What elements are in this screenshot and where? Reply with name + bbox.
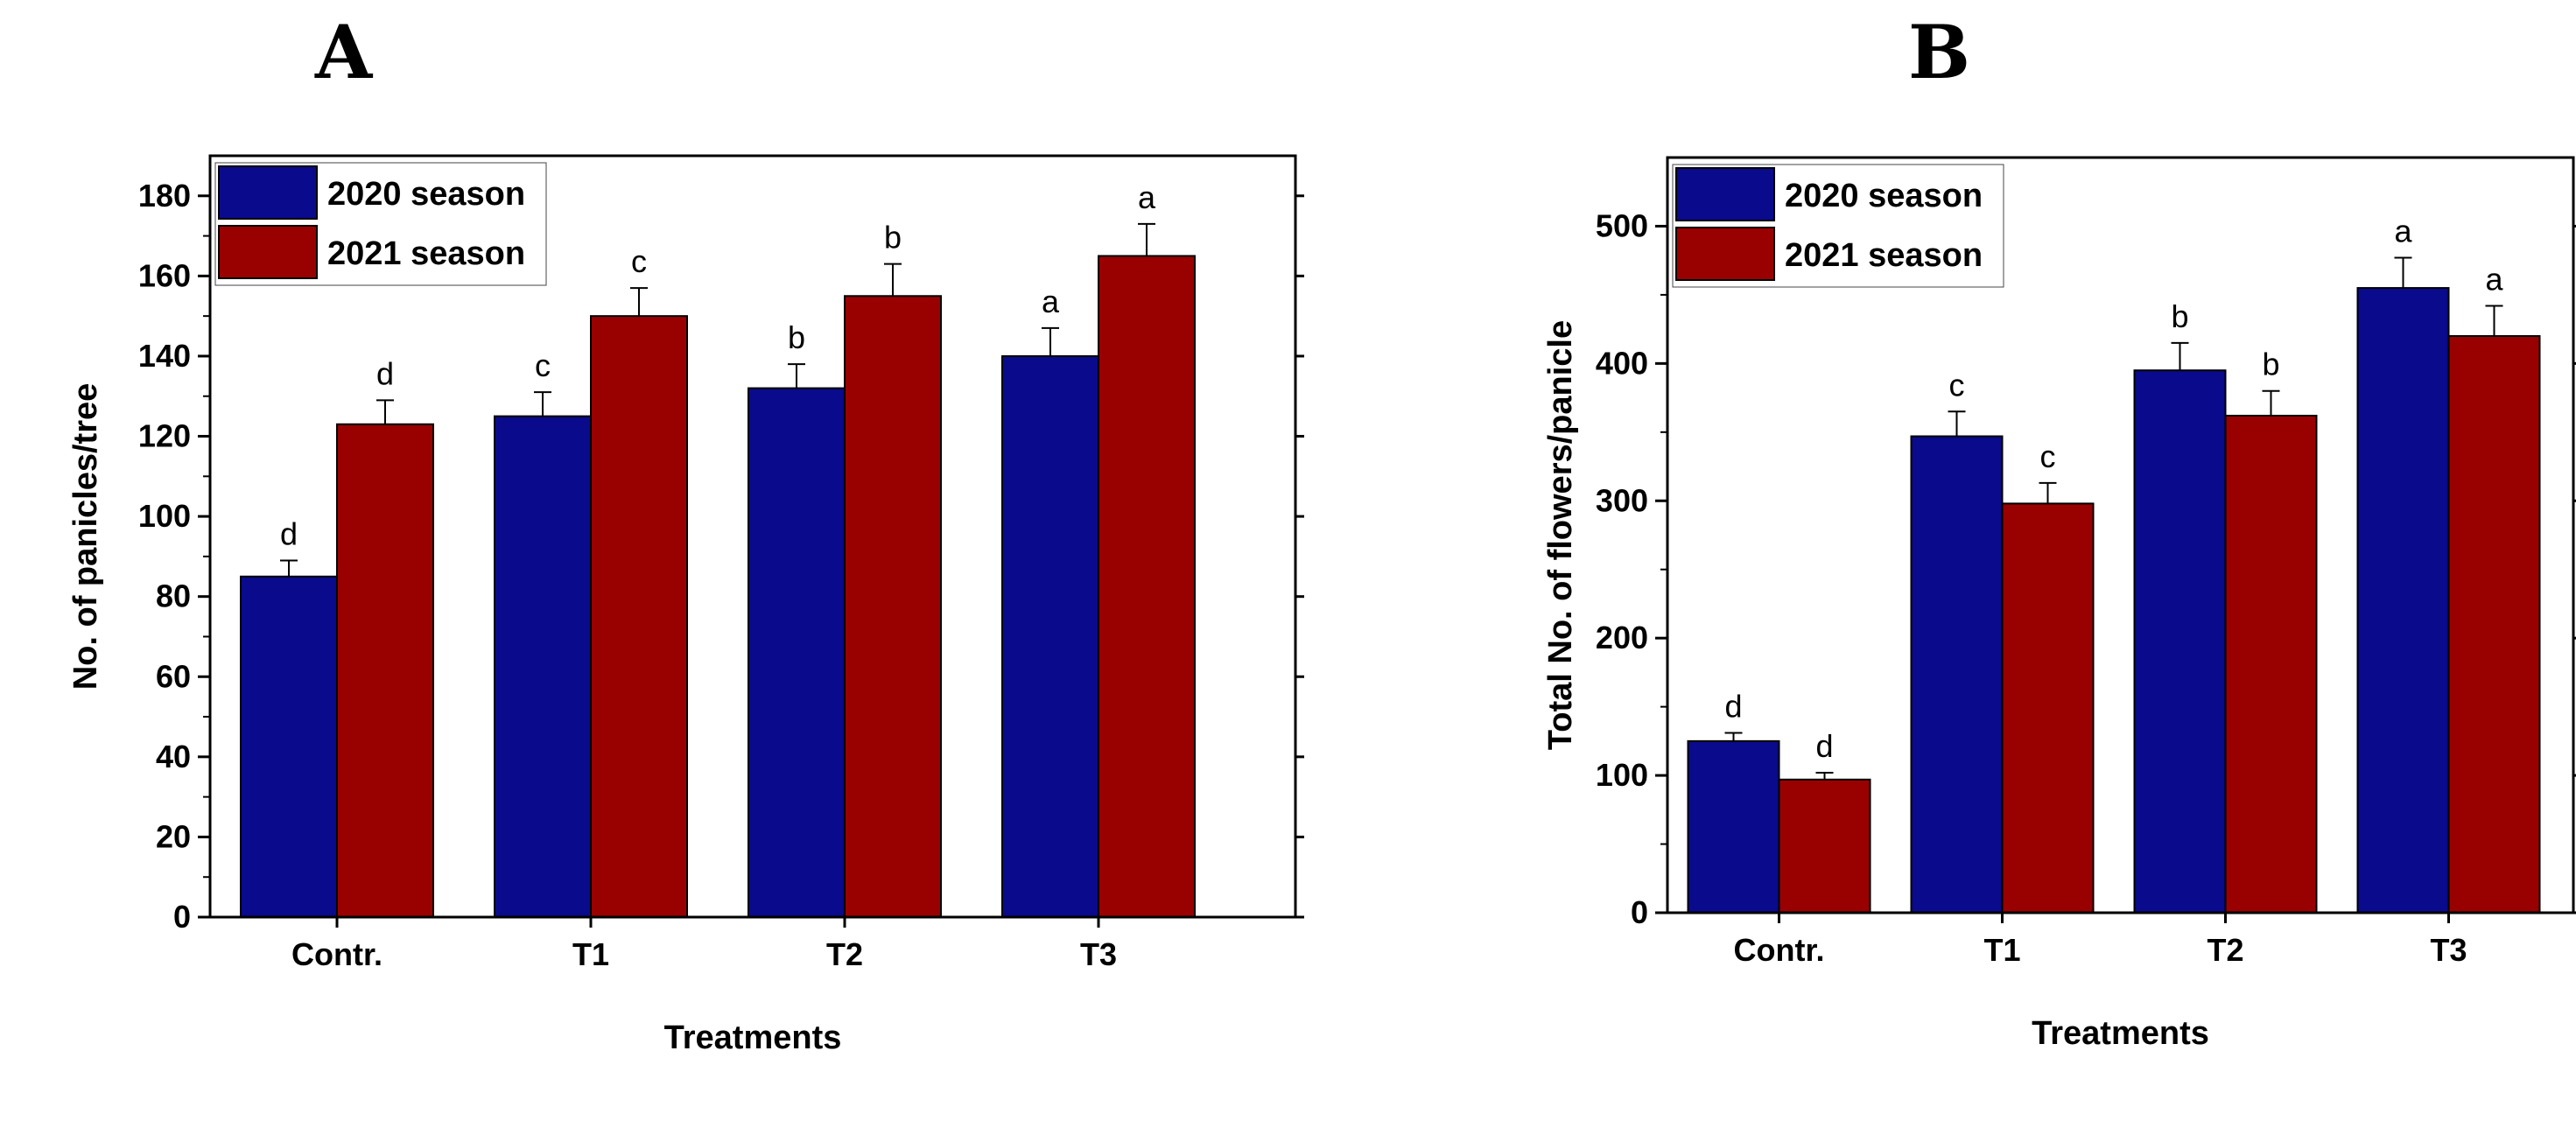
legend-label: 2021 season <box>327 235 525 272</box>
x-tick-label: T2 <box>2207 932 2243 968</box>
bar <box>336 423 434 918</box>
x-tick-label: T1 <box>572 936 609 972</box>
y-axis-title: Total No. of flowers/panicle <box>1542 320 1579 750</box>
bar <box>1687 739 1780 914</box>
x-tick-label: T3 <box>2430 932 2467 968</box>
y-tick-label: 40 <box>156 739 191 774</box>
y-axis-title: No. of panicles/tree <box>67 383 104 690</box>
y-tick-label: 200 <box>1596 620 1648 655</box>
bar <box>1910 435 2004 914</box>
y-tick-label: 100 <box>1596 757 1648 793</box>
legend-label: 2020 season <box>1785 178 1983 214</box>
panel-label-a: A <box>315 9 373 95</box>
bar <box>2133 369 2227 914</box>
y-tick-label: 300 <box>1596 482 1648 518</box>
significance-label: d <box>376 355 394 391</box>
significance-label: c <box>2040 438 2056 474</box>
bar <box>590 315 688 918</box>
y-tick-label: 80 <box>156 578 191 614</box>
bar <box>2356 287 2450 914</box>
bar <box>2001 502 2095 914</box>
legend-box <box>214 162 547 286</box>
bar <box>494 415 592 918</box>
bar <box>2224 414 2318 914</box>
significance-label: d <box>1815 728 1833 764</box>
significance-label: a <box>2394 214 2412 249</box>
bar <box>1098 255 1196 918</box>
x-axis-title: Treatments <box>2032 1015 2209 1052</box>
chart-a: d d Contr. c c T1 b b T2 a a T3 0 20 40 60 80 100 120 140 16… <box>67 154 1304 1056</box>
legend-swatch <box>1675 167 1775 221</box>
panel-label-b: B <box>1908 9 1970 95</box>
x-tick-label: T2 <box>826 936 863 972</box>
bar <box>240 575 338 919</box>
y-tick-label: 140 <box>138 338 191 374</box>
significance-label: d <box>280 515 298 551</box>
legend-swatch <box>218 225 318 279</box>
significance-label: a <box>2485 261 2503 297</box>
bar <box>844 295 942 918</box>
y-tick-label: 400 <box>1596 345 1648 381</box>
chart-b: d d Contr. c c T1 b b T2 a a T3 0 100 200 300 400 500 Trea… <box>1542 156 2576 1052</box>
x-tick-label: T3 <box>1080 936 1117 972</box>
x-tick-label: Contr. <box>291 936 383 972</box>
legend-label: 2020 season <box>327 176 525 213</box>
x-tick-label: Contr. <box>1734 932 1825 968</box>
significance-label: b <box>788 319 805 355</box>
y-tick-label: 60 <box>156 658 191 694</box>
bar <box>2447 334 2541 914</box>
significance-label: b <box>2262 347 2279 382</box>
significance-label: c <box>631 243 647 279</box>
legend-box <box>1672 164 2004 288</box>
significance-label: a <box>1042 284 1060 319</box>
significance-label: b <box>884 220 902 256</box>
y-tick-label: 0 <box>1631 894 1648 930</box>
legend-label: 2021 season <box>1785 237 1983 274</box>
y-tick-label: 180 <box>138 178 191 214</box>
significance-label: c <box>1949 367 1965 403</box>
plot-frame <box>1666 156 2575 914</box>
y-tick-label: 100 <box>138 498 191 534</box>
y-tick-label: 20 <box>156 818 191 854</box>
x-tick-label: T1 <box>1983 932 2020 968</box>
y-tick-label: 120 <box>138 418 191 454</box>
significance-label: c <box>535 347 551 383</box>
significance-label: b <box>2171 298 2188 334</box>
bar <box>1001 354 1099 918</box>
legend-swatch <box>218 165 318 220</box>
significance-label: a <box>1138 179 1156 215</box>
y-tick-label: 500 <box>1596 207 1648 243</box>
plot-frame <box>208 154 1297 919</box>
significance-label: d <box>1724 688 1742 724</box>
x-axis-title: Treatments <box>664 1019 842 1056</box>
legend-swatch <box>1675 227 1775 281</box>
bar <box>748 387 846 919</box>
y-tick-label: 160 <box>138 257 191 293</box>
y-tick-label: 0 <box>173 899 191 935</box>
bar <box>1778 778 1871 914</box>
